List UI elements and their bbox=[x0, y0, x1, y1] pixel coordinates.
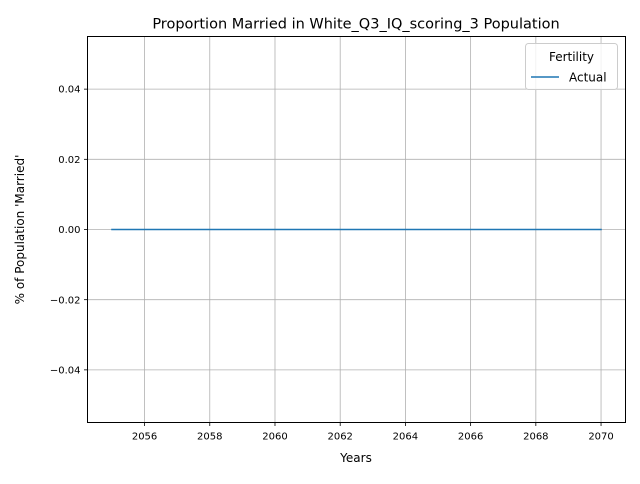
x-tick-label: 2066 bbox=[458, 432, 483, 443]
legend-title: Fertility bbox=[549, 50, 594, 64]
x-axis-label: Years bbox=[339, 451, 372, 465]
x-tick-label: 2058 bbox=[197, 432, 222, 443]
x-tick-label: 2068 bbox=[523, 432, 548, 443]
y-tick-label: 0.00 bbox=[58, 225, 80, 236]
x-tick-label: 2056 bbox=[132, 432, 157, 443]
x-tick-label: 2060 bbox=[262, 432, 287, 443]
y-tick-label: −0.02 bbox=[50, 295, 81, 306]
chart-title: Proportion Married in White_Q3_IQ_scorin… bbox=[152, 17, 559, 33]
y-axis-label: % of Population 'Married' bbox=[13, 155, 27, 305]
x-tick-label: 2062 bbox=[327, 432, 352, 443]
y-tick-label: 0.02 bbox=[58, 155, 80, 166]
legend-label-actual: Actual bbox=[569, 71, 607, 85]
y-tick-label: 0.04 bbox=[58, 85, 80, 96]
x-tick-label: 2070 bbox=[588, 432, 613, 443]
y-tick-label: −0.04 bbox=[50, 365, 81, 376]
legend: Fertility Actual bbox=[526, 44, 618, 90]
x-tick-label: 2064 bbox=[393, 432, 418, 443]
